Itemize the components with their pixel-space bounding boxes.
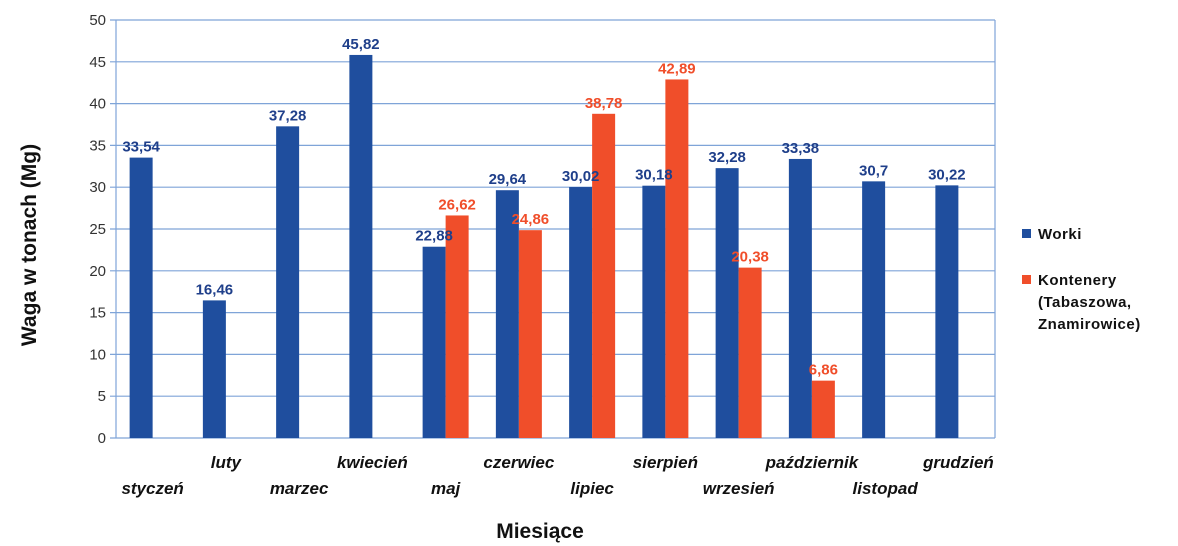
- bar-kontenery: [445, 215, 469, 438]
- bar-worki: [935, 185, 959, 438]
- data-label: 30,02: [562, 168, 600, 185]
- y-axis-title: Waga w tonach (Mg): [18, 144, 41, 346]
- data-label: 20,38: [731, 249, 769, 266]
- data-label: 37,28: [269, 107, 307, 124]
- y-tick-label: 0: [98, 430, 106, 447]
- data-label: 42,89: [658, 60, 696, 77]
- bar-worki: [642, 185, 666, 438]
- x-category-label: grudzień: [922, 453, 994, 472]
- data-label: 38,78: [585, 95, 623, 112]
- y-tick-label: 30: [89, 179, 106, 196]
- bar-worki: [129, 157, 153, 439]
- x-axis-categories: styczeń luty marzec kwiecień maj czerwiec lipi…: [121, 453, 993, 498]
- x-category-label: lipiec: [570, 479, 614, 498]
- data-label: 22,88: [415, 228, 453, 245]
- x-axis-title: Miesiące: [496, 520, 584, 543]
- x-category-label: maj: [431, 479, 462, 498]
- legend: Worki Kontenery (Tabaszowa, Znamirowice): [1022, 226, 1141, 333]
- bar-kontenery: [592, 113, 616, 439]
- x-category-label: wrzesień: [703, 479, 775, 498]
- y-tick-label: 45: [89, 54, 106, 71]
- bar-worki: [788, 158, 812, 438]
- y-tick-label: 15: [89, 305, 106, 322]
- x-category-label: kwiecień: [337, 453, 408, 472]
- x-category-label: marzec: [270, 479, 329, 498]
- legend-label-line: Kontenery: [1038, 272, 1117, 289]
- x-category-label: listopad: [853, 479, 919, 498]
- x-category-label: luty: [211, 453, 243, 472]
- legend-label-kontenery: Kontenery (Tabaszowa, Znamirowice): [1038, 272, 1141, 333]
- legend-label-line: (Tabaszowa,: [1038, 294, 1132, 311]
- y-tick-label: 10: [89, 346, 106, 363]
- legend-label-line: Znamirowice): [1038, 316, 1141, 333]
- data-label: 24,86: [512, 211, 550, 228]
- y-tick-label: 25: [89, 221, 106, 238]
- data-label: 16,46: [196, 281, 234, 298]
- bar-kontenery: [518, 230, 542, 438]
- data-label: 30,22: [928, 166, 966, 183]
- y-tick-label: 50: [89, 12, 106, 29]
- bar-kontenery: [738, 267, 762, 438]
- y-tick-label: 40: [89, 96, 106, 113]
- gridlines: [110, 19, 996, 439]
- y-tick-label: 5: [98, 388, 106, 405]
- bar-worki: [569, 187, 593, 438]
- bar-worki: [862, 181, 886, 438]
- data-labels: 33,54 16,46 37,28 45,82 22,88 26,62 29,64 24,86…: [122, 36, 965, 379]
- legend-swatch-kontenery: [1022, 275, 1031, 284]
- legend-swatch-worki: [1022, 229, 1031, 238]
- bars: [129, 54, 959, 439]
- bar-kontenery: [811, 380, 835, 438]
- bar-worki: [495, 190, 519, 438]
- y-axis-ticks: 0 5 10 15 20 25 30 35 40 45 50: [89, 12, 106, 447]
- data-label: 30,7: [859, 162, 888, 179]
- x-category-label: czerwiec: [483, 453, 554, 472]
- bar-kontenery: [665, 79, 689, 438]
- y-tick-label: 35: [89, 137, 106, 154]
- y-tick-label: 20: [89, 263, 106, 280]
- data-label: 33,38: [782, 140, 820, 157]
- legend-label-worki: Worki: [1038, 226, 1082, 243]
- bar-worki: [422, 246, 446, 438]
- bar-worki: [349, 54, 373, 439]
- bar-worki: [715, 168, 739, 438]
- data-label: 32,28: [708, 149, 746, 166]
- data-label: 26,62: [438, 196, 476, 213]
- data-label: 33,54: [122, 139, 160, 156]
- x-category-label: październik: [765, 453, 860, 472]
- data-label: 29,64: [489, 171, 527, 188]
- x-category-label: styczeń: [121, 479, 183, 498]
- bar-worki: [202, 300, 226, 438]
- data-label: 6,86: [809, 362, 838, 379]
- x-category-label: sierpień: [633, 453, 698, 472]
- data-label: 45,82: [342, 36, 380, 53]
- data-label: 30,18: [635, 167, 673, 184]
- bar-worki: [276, 126, 300, 438]
